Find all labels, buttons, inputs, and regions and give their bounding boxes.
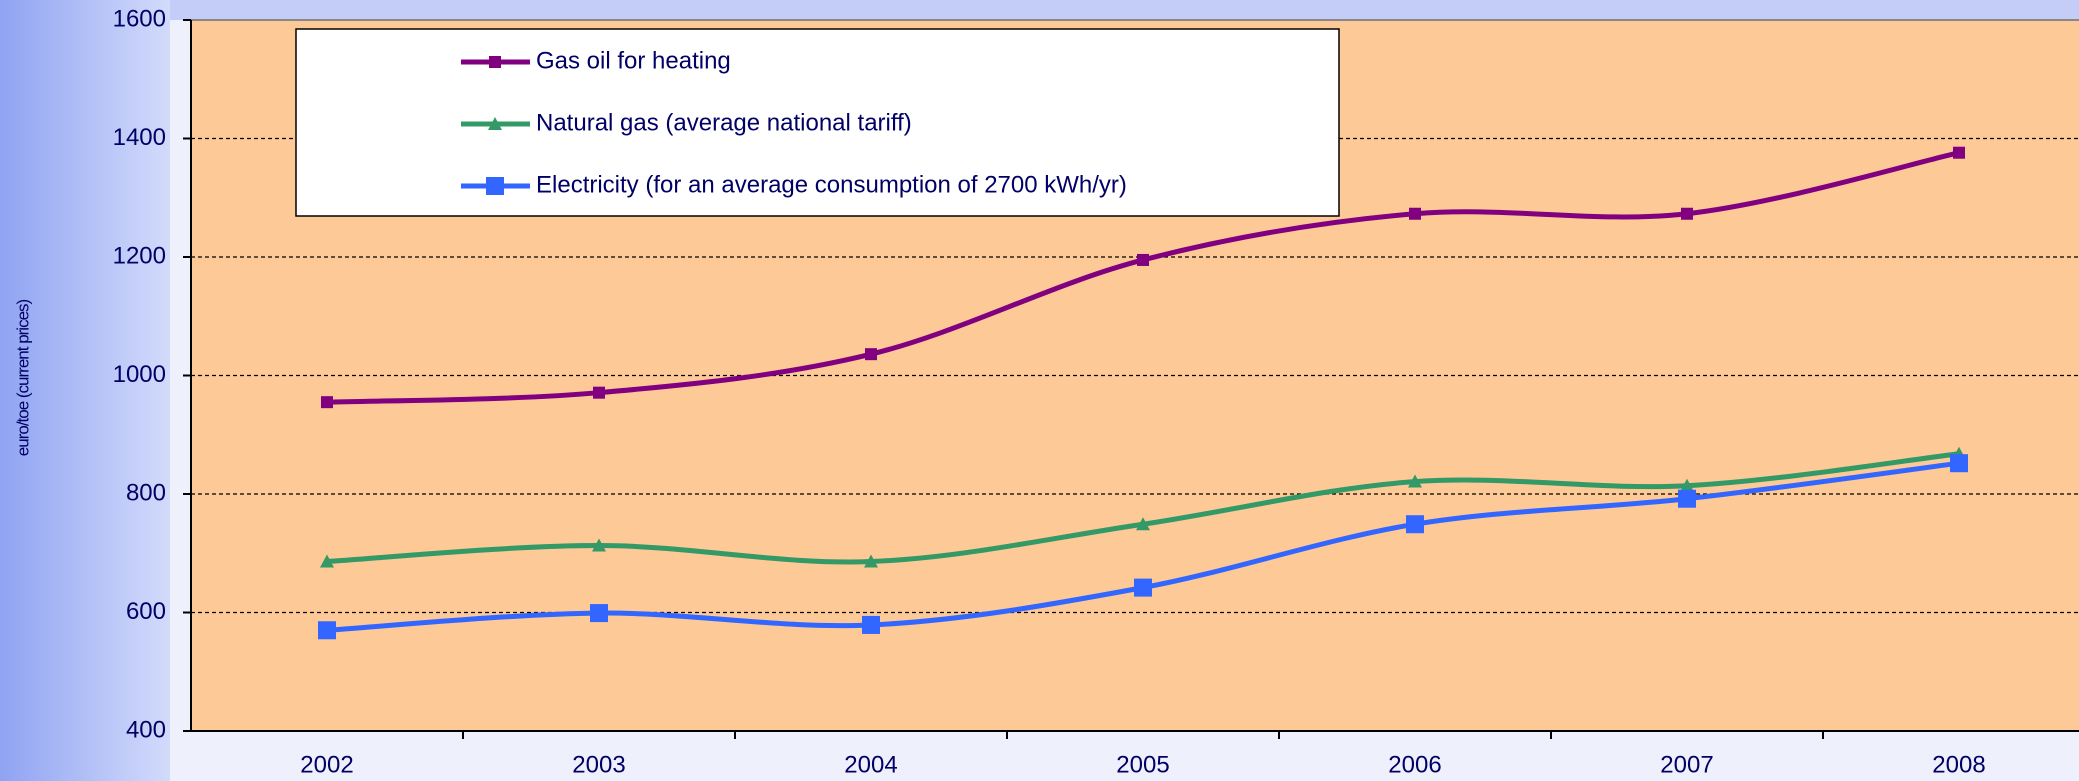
marker: [321, 396, 333, 409]
marker: [486, 177, 504, 195]
x-tick-label: 2004: [844, 751, 897, 778]
marker: [592, 538, 606, 552]
marker: [1680, 478, 1694, 492]
legend-entries: Gas oil for heating Natural gas (average …: [461, 47, 1127, 198]
lines: [318, 146, 1968, 640]
side-panel: [0, 0, 170, 781]
x-tick-label: 2007: [1660, 751, 1713, 778]
marker: [318, 621, 336, 640]
x-tick-label: 2005: [1116, 751, 1169, 778]
x-tick-label: 2003: [572, 751, 625, 778]
marker: [1678, 489, 1696, 508]
x-tick-label: 2006: [1388, 751, 1441, 778]
legend-label: Natural gas (average national tariff): [536, 109, 912, 136]
marker: [488, 117, 502, 130]
y-tick-label: 1200: [113, 242, 166, 269]
legend-label: Gas oil for heating: [536, 47, 731, 74]
marker: [489, 56, 501, 68]
marker: [1681, 207, 1693, 220]
marker: [1950, 454, 1968, 473]
marker: [862, 615, 880, 634]
y-tick-label: 1400: [113, 124, 166, 151]
marker: [1136, 517, 1150, 531]
y-tick-label: 1600: [113, 5, 166, 32]
marker: [1408, 474, 1422, 488]
y-tick-label: 800: [126, 479, 166, 506]
marker: [865, 348, 877, 361]
x-tick-label: 2008: [1932, 751, 1985, 778]
marker: [864, 554, 878, 568]
y-tick-label: 400: [126, 716, 166, 743]
legend-label: Electricity (for an average consumption …: [536, 171, 1127, 198]
marker: [1137, 253, 1149, 266]
y-axis-label: euro/toe (current prices): [13, 299, 32, 456]
marker: [320, 554, 334, 568]
marker: [593, 386, 605, 399]
top-strip: [170, 0, 2079, 20]
marker: [590, 604, 608, 623]
marker: [1134, 578, 1152, 597]
x-tick-label: 2002: [300, 751, 353, 778]
marker: [1409, 207, 1421, 220]
y-tick-label: 600: [126, 598, 166, 625]
y-tick-label: 1000: [113, 361, 166, 388]
marker: [1406, 515, 1424, 534]
marker: [1953, 146, 1965, 159]
